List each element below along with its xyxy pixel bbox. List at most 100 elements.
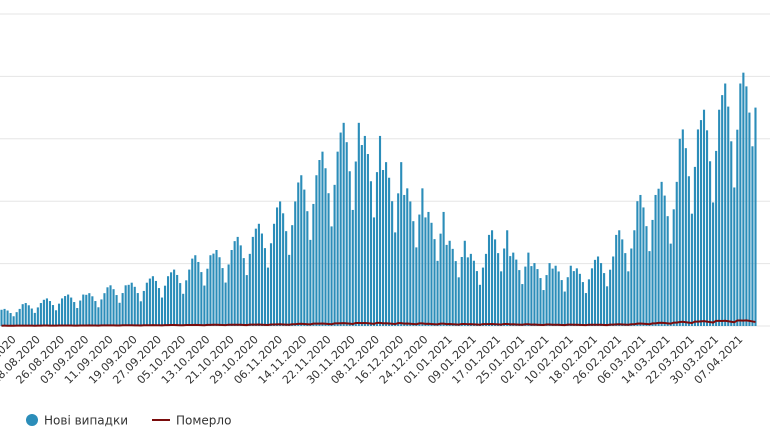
bar: [136, 293, 139, 326]
bar: [397, 193, 400, 326]
bar: [239, 245, 242, 326]
bar: [524, 266, 527, 326]
bar: [139, 301, 142, 326]
bar: [121, 293, 124, 326]
bar: [336, 151, 339, 326]
bar: [593, 259, 597, 326]
bar: [702, 109, 706, 326]
bar: [354, 161, 357, 326]
bar: [327, 193, 330, 326]
bar: [312, 203, 315, 326]
bar: [42, 299, 45, 326]
bar: [9, 313, 12, 326]
bar: [596, 256, 600, 326]
bar: [460, 256, 463, 326]
bar: [366, 154, 369, 326]
bar: [251, 236, 254, 326]
bar: [699, 120, 703, 326]
bar: [566, 277, 569, 326]
bar: [94, 301, 97, 326]
bar: [115, 295, 118, 326]
bar: [176, 274, 179, 326]
bar: [639, 194, 642, 326]
bar: [130, 282, 133, 326]
bar: [724, 83, 727, 326]
bar: [584, 293, 587, 326]
bar: [742, 72, 745, 326]
bar: [521, 284, 524, 326]
bar: [672, 209, 675, 326]
bar: [257, 223, 260, 326]
bar: [551, 268, 554, 326]
bar: [624, 253, 627, 326]
bar: [578, 273, 581, 326]
bar: [415, 247, 418, 326]
bar: [536, 269, 539, 326]
bar: [590, 268, 594, 326]
bar: [242, 258, 245, 326]
bar: [690, 213, 693, 326]
bar: [609, 269, 612, 326]
bar: [563, 291, 566, 326]
bar: [48, 301, 52, 326]
bar: [166, 276, 170, 326]
bar: [545, 275, 548, 326]
bar: [154, 280, 158, 326]
bar: [709, 161, 712, 326]
bar: [269, 243, 273, 326]
bar: [315, 175, 318, 326]
bar: [666, 216, 669, 326]
bar: [276, 207, 279, 326]
bar: [500, 271, 503, 326]
bar: [303, 189, 306, 326]
bar: [124, 285, 127, 326]
bar: [372, 217, 376, 326]
bar: [436, 260, 439, 326]
bar: [642, 207, 645, 326]
bar: [12, 316, 15, 326]
bar: [651, 219, 654, 326]
bar: [148, 278, 151, 326]
bar: [430, 222, 433, 326]
bar: [179, 283, 182, 326]
bar: [463, 240, 466, 326]
bar: [30, 308, 33, 326]
bar: [687, 176, 690, 326]
bar: [309, 239, 312, 326]
bar: [266, 267, 270, 326]
bar: [297, 182, 300, 326]
bar: [654, 194, 657, 326]
bar: [663, 195, 666, 326]
bar: [206, 268, 209, 326]
bar: [427, 211, 430, 326]
bar: [615, 234, 618, 326]
bar: [572, 271, 575, 326]
bar: [67, 294, 70, 326]
bar: [363, 135, 366, 326]
bar: [36, 307, 39, 326]
bar: [163, 285, 167, 326]
bar: [748, 112, 751, 326]
bar: [200, 272, 203, 326]
bar: [503, 248, 506, 326]
bar: [421, 188, 424, 326]
bar: [648, 251, 651, 326]
bar: [554, 265, 557, 326]
bar: [636, 201, 639, 326]
bar: [475, 271, 478, 326]
bar: [91, 296, 94, 326]
bar: [342, 122, 345, 327]
bar: [712, 202, 715, 326]
bar: [24, 303, 27, 326]
bar: [403, 194, 406, 326]
bar: [109, 285, 112, 326]
bar: [599, 263, 603, 326]
bar: [170, 272, 173, 326]
bar: [15, 312, 18, 326]
bar: [587, 279, 591, 326]
bar: [97, 307, 100, 326]
bar: [145, 282, 148, 326]
bar: [133, 286, 136, 326]
bar: [454, 261, 457, 326]
bar: [160, 297, 164, 326]
